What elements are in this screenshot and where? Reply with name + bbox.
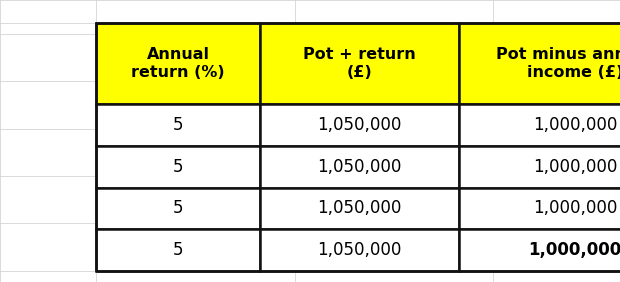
Bar: [96, 23, 260, 104]
Text: Pot + return
(£): Pot + return (£): [303, 47, 416, 80]
Bar: [260, 104, 459, 146]
Text: Pot minus annual
income (£): Pot minus annual income (£): [496, 47, 620, 80]
Bar: [96, 23, 620, 271]
Bar: [459, 23, 620, 104]
Text: 1,000,000: 1,000,000: [528, 241, 620, 259]
Text: 1,000,000: 1,000,000: [533, 199, 618, 217]
Bar: [96, 146, 260, 188]
Bar: [459, 104, 620, 146]
Bar: [459, 188, 620, 229]
Bar: [459, 146, 620, 188]
Bar: [260, 229, 459, 271]
Bar: [96, 104, 260, 146]
Text: 5: 5: [173, 241, 184, 259]
Text: 1,050,000: 1,050,000: [317, 241, 402, 259]
Text: 1,000,000: 1,000,000: [533, 158, 618, 176]
Bar: [260, 23, 459, 104]
Bar: [459, 229, 620, 271]
Bar: [260, 188, 459, 229]
Text: 1,050,000: 1,050,000: [317, 116, 402, 134]
Text: 5: 5: [173, 158, 184, 176]
Text: 5: 5: [173, 199, 184, 217]
Text: 5: 5: [173, 116, 184, 134]
Text: 1,050,000: 1,050,000: [317, 199, 402, 217]
Bar: [96, 229, 260, 271]
Bar: [96, 188, 260, 229]
Text: 1,000,000: 1,000,000: [533, 116, 618, 134]
Bar: [260, 146, 459, 188]
Text: Annual
return (%): Annual return (%): [131, 47, 225, 80]
Text: 1,050,000: 1,050,000: [317, 158, 402, 176]
